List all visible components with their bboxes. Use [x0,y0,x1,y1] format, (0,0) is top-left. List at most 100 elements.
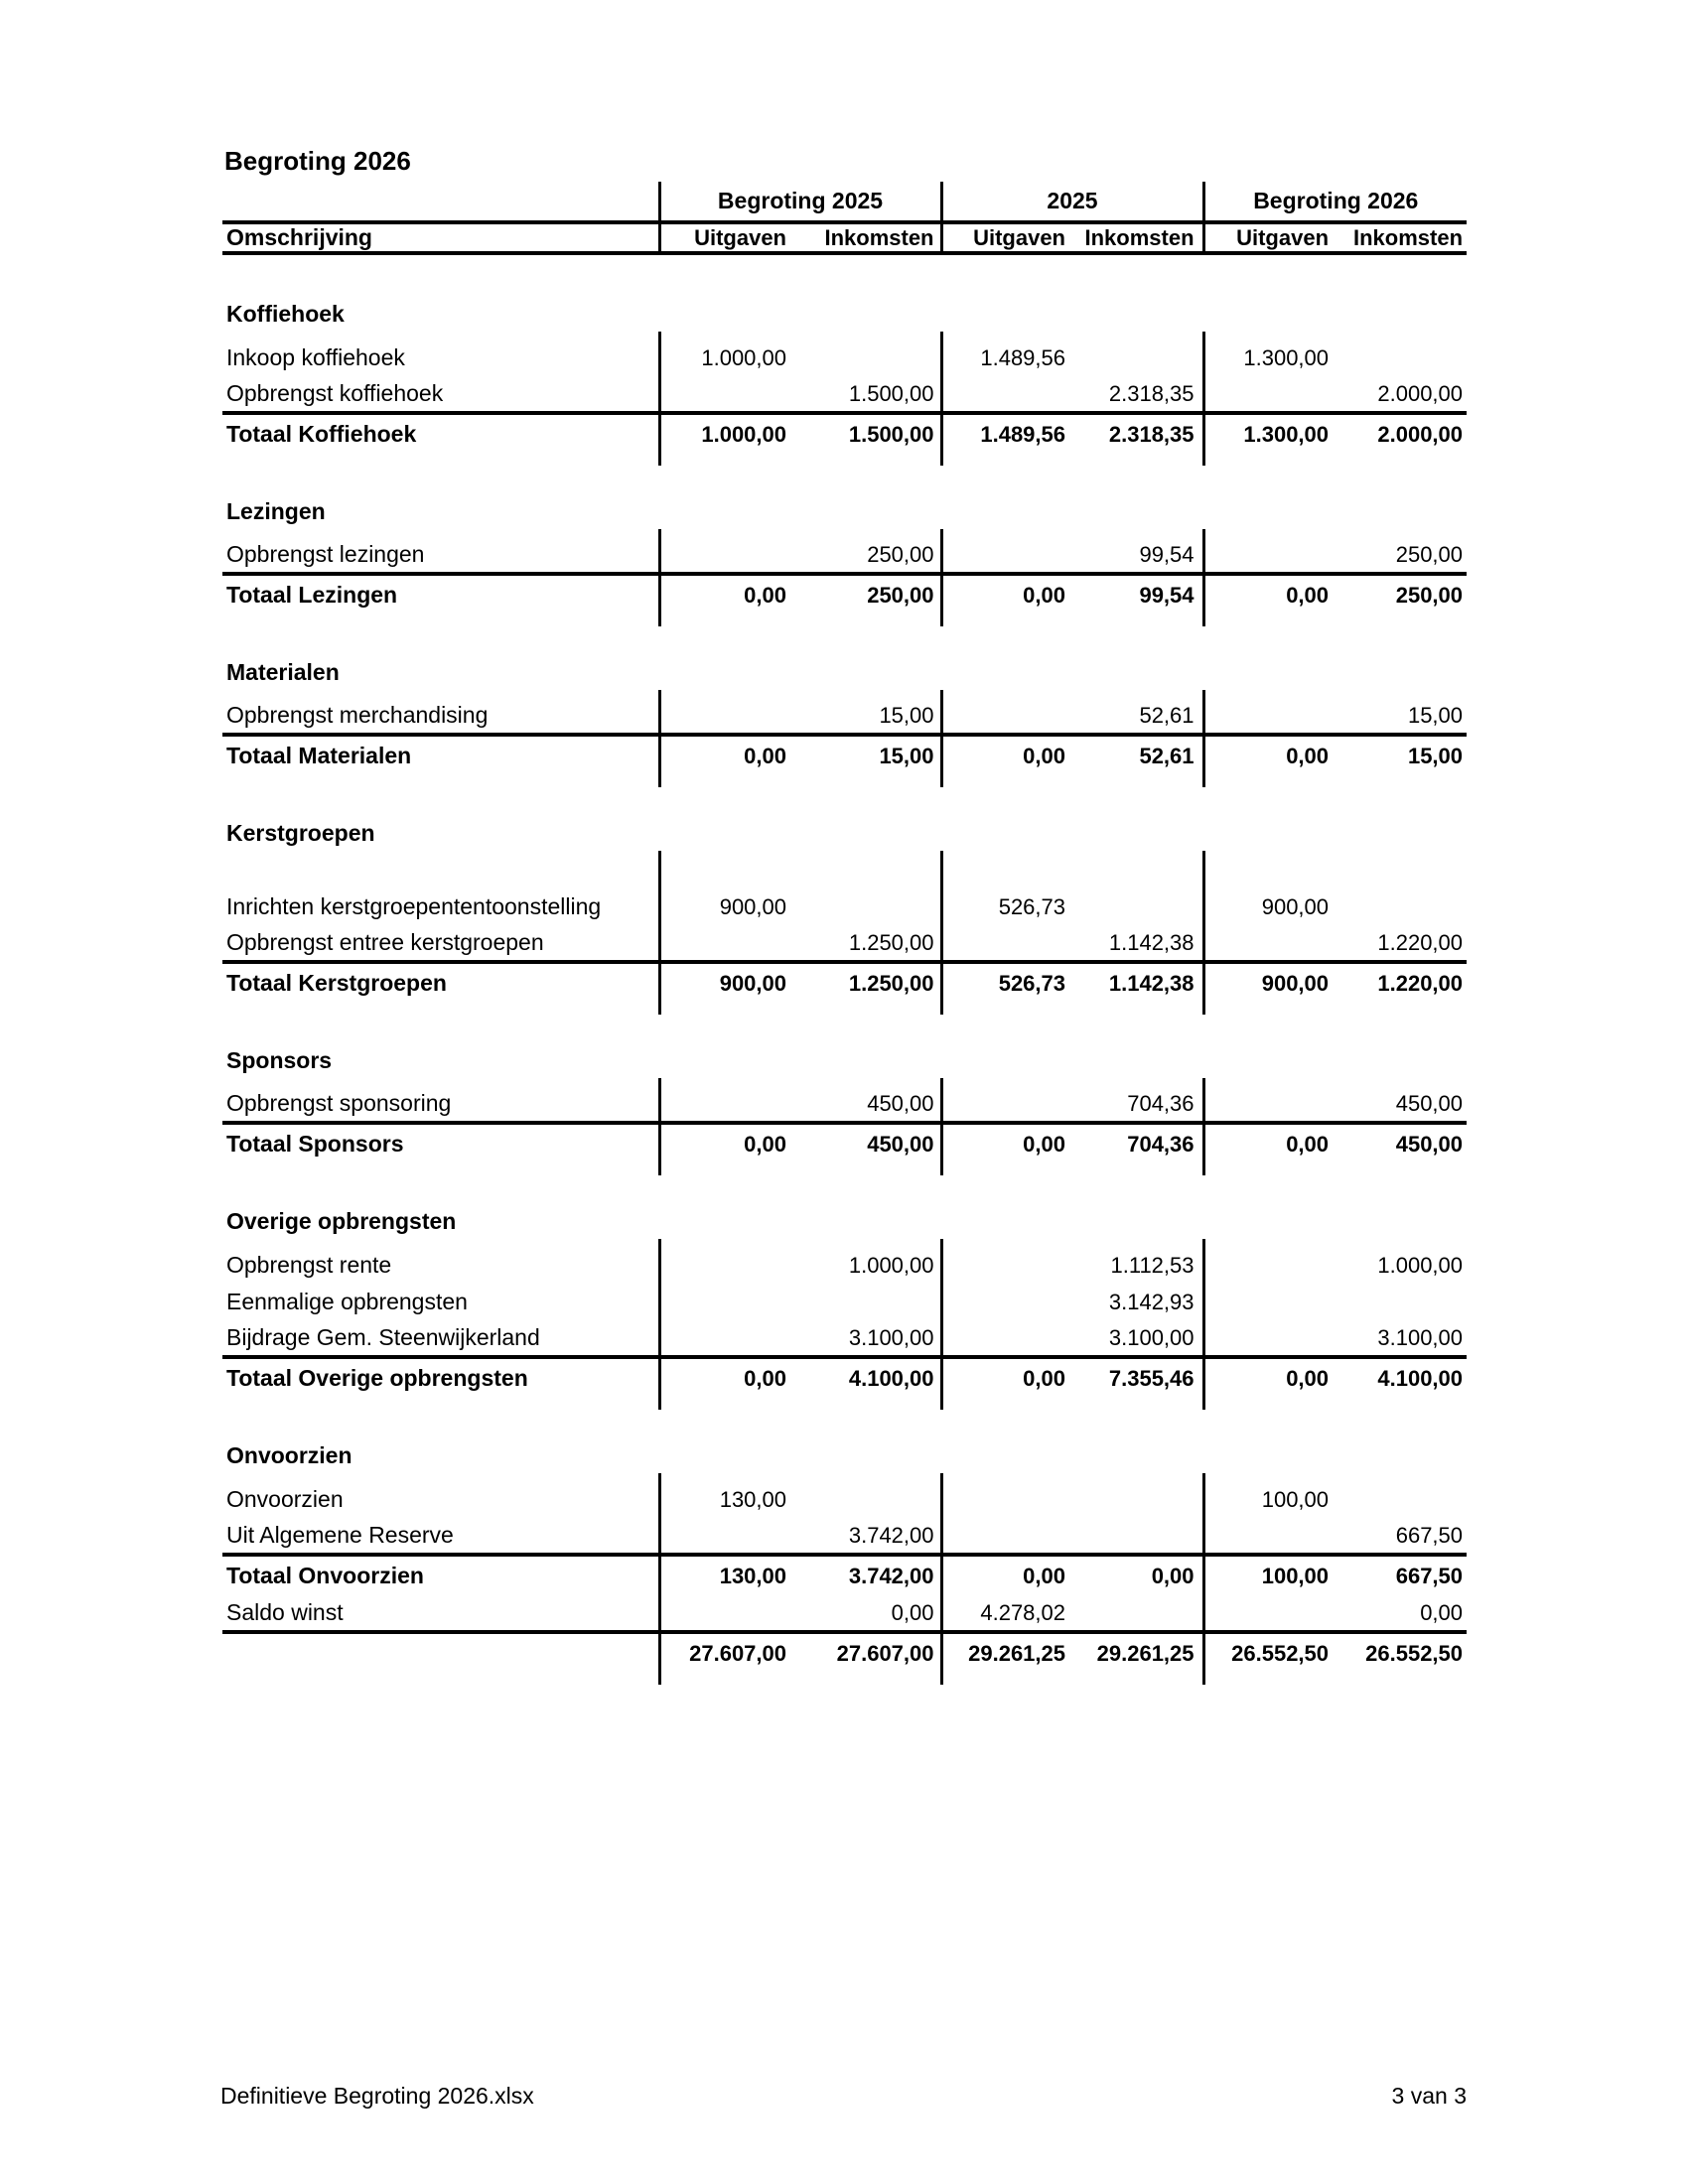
total-value: 0,00 [1201,1121,1336,1163]
grand-total-value: 26.552,50 [1201,1630,1336,1673]
cell-value: 1.250,00 [848,929,934,955]
cell-value [939,1320,1071,1357]
column-subheader-uitgaven: Uitgaven [1201,222,1336,255]
column-divider [939,1239,1204,1247]
column-divider [939,775,1204,787]
cell-value: 250,00 [867,541,934,567]
section-header: Onvoorzien [226,1441,352,1468]
cell-value: 1.220,00 [1377,929,1464,955]
grand-total-label [222,1630,659,1673]
cell-value [939,1284,1071,1320]
cell-value [1335,1284,1467,1320]
total-value: 450,00 [1335,1121,1468,1163]
total-value: 0,00 [1071,1553,1204,1595]
cell-value: 667,50 [1395,1522,1464,1548]
cell-value [1335,1481,1467,1518]
spacer-cell [222,1410,1467,1437]
cell-value [1201,925,1336,962]
cell-value: 450,00 [867,1090,934,1116]
cell-value: 130,00 [657,1481,791,1518]
total-value: 667,50 [1335,1553,1468,1595]
total-value: 15,00 [1335,733,1468,775]
column-divider [939,1473,1204,1481]
total-label: Totaal Koffiehoek [222,411,659,454]
cell-value [657,1284,791,1320]
footer-page-number: 3 van 3 [1391,2083,1467,2109]
cell-value: 900,00 [1201,888,1336,925]
cell-value: 704,36 [1127,1090,1195,1116]
cell-value [657,1518,791,1555]
spacer-cell [222,690,659,698]
cell-value: 3.100,00 [848,1324,934,1350]
cell-value [657,537,791,574]
total-value: 1.489,56 [939,411,1071,454]
column-divider [657,775,941,787]
cell-value [939,698,1071,735]
total-value: 0,00 [657,1355,791,1398]
column-divider [939,454,1204,466]
column-divider [1201,614,1468,626]
column-divider [1201,775,1468,787]
spacer-cell [222,454,659,466]
cell-value [791,1481,941,1518]
column-divider [939,332,1204,340]
cell-value: 2.000,00 [1377,380,1464,406]
column-divider [939,1673,1204,1685]
header-corner-empty [222,182,659,224]
spacer-cell [222,787,1467,815]
row-label: Opbrengst lezingen [226,541,425,568]
spacer-cell [222,1673,659,1685]
column-divider [1201,332,1468,340]
total-label: Totaal Materialen [222,733,659,775]
total-label: Totaal Overige opbrengsten [222,1355,659,1398]
total-value: 704,36 [1071,1121,1204,1163]
cell-value [791,340,941,376]
cell-value: 100,00 [1201,1481,1336,1518]
cell-value [657,1595,791,1632]
cell-value [1201,1518,1336,1555]
total-value: 1.500,00 [791,411,941,454]
column-divider [939,851,1204,888]
table-header-columns: Omschrijving Uitgaven Inkomsten Uitgaven… [222,222,1468,255]
column-divider [939,1078,1204,1086]
row-label: Opbrengst entree kerstgroepen [226,929,544,956]
spacer-cell [222,626,1467,654]
column-divider [1201,1239,1468,1247]
grand-total-value: 26.552,50 [1335,1630,1468,1673]
column-divider [657,1473,941,1481]
spacer-cell [222,1239,659,1247]
row-label: Opbrengst rente [226,1252,392,1279]
cell-value: 1.500,00 [848,380,934,406]
cell-value [1335,340,1467,376]
total-value: 526,73 [939,960,1071,1003]
spacer-cell [222,1473,659,1481]
cell-value [939,925,1071,962]
row-label: Eenmalige opbrengsten [226,1289,468,1315]
total-value: 130,00 [657,1553,791,1595]
year-group-header: Begroting 2026 [1201,182,1468,224]
column-divider [1201,1673,1468,1685]
column-subheader-inkomsten: Inkomsten [1071,222,1204,255]
cell-value: 1.300,00 [1201,340,1336,376]
cell-value: 1.142,38 [1108,929,1195,955]
cell-value [1201,1247,1336,1284]
spacer-cell [222,253,1467,296]
cell-value: 526,73 [939,888,1071,925]
cell-value: 1.000,00 [848,1252,934,1278]
total-value: 52,61 [1071,733,1204,775]
total-value: 0,00 [657,733,791,775]
table-header-years: Begroting 2025 2025 Begroting 2026 [222,182,1468,224]
cell-value: 15,00 [1407,702,1464,728]
cell-value [1201,537,1336,574]
cell-value [1071,888,1203,925]
cell-value [1201,1284,1336,1320]
cell-value [657,1247,791,1284]
column-divider [939,529,1204,537]
cell-value [657,925,791,962]
section-header: Overige opbrengsten [226,1207,457,1234]
cell-value: 450,00 [1395,1090,1464,1116]
total-value: 15,00 [791,733,941,775]
spacer-cell [222,1003,659,1015]
spacer-cell [222,1163,659,1175]
column-header-omschrijving: Omschrijving [222,222,659,255]
